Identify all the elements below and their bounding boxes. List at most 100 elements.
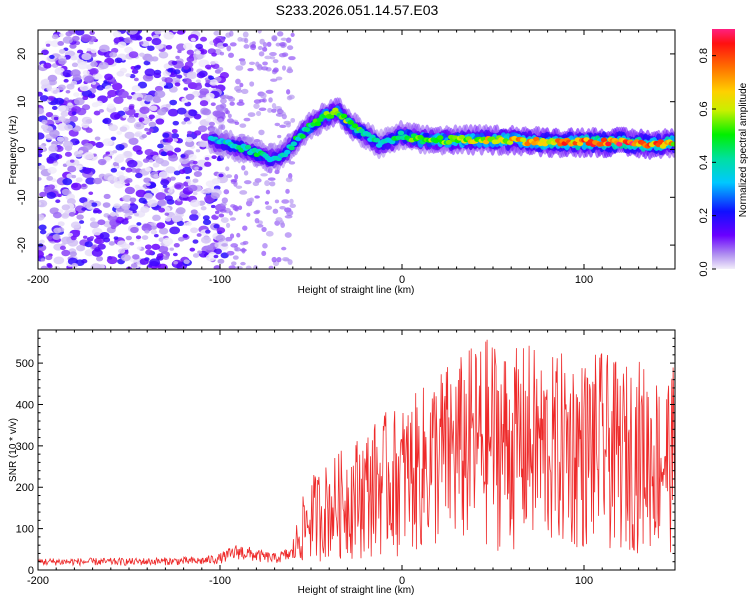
noise-blob: [277, 109, 285, 114]
colorbar-tick-label: 0.6: [698, 101, 710, 116]
noise-blob: [76, 107, 87, 116]
noise-blob: [176, 107, 187, 115]
noise-blob: [229, 217, 237, 221]
noise-blob: [182, 233, 189, 238]
noise-blob: [70, 55, 78, 61]
noise-blob: [123, 150, 132, 157]
noise-blob: [53, 116, 59, 121]
noise-blob: [82, 201, 92, 208]
noise-blob: [177, 49, 182, 54]
noise-blob: [38, 177, 42, 181]
noise-blob: [140, 40, 150, 47]
noise-blob: [280, 37, 288, 41]
noise-blob: [185, 93, 195, 101]
noise-blob: [110, 167, 118, 173]
noise-blob: [279, 124, 287, 129]
noise-blob: [38, 91, 43, 97]
noise-blob: [45, 43, 51, 47]
noise-blob: [52, 162, 58, 167]
noise-blob: [217, 66, 224, 72]
noise-blob: [131, 85, 141, 92]
ridge-cell: [373, 137, 381, 143]
noise-blob: [112, 149, 118, 154]
noise-blob: [121, 219, 129, 225]
noise-blob: [152, 214, 161, 222]
colorbar-tick-label: 0.0: [698, 261, 710, 276]
noise-blob: [256, 224, 264, 228]
noise-blob: [109, 211, 117, 217]
noise-blob: [238, 133, 246, 138]
noise-blob: [217, 118, 223, 123]
noise-blob: [99, 44, 110, 53]
noise-blob: [192, 160, 198, 165]
noise-blob: [219, 51, 225, 56]
noise-blob: [61, 236, 72, 245]
noise-blob: [61, 188, 71, 196]
noise-blob: [157, 143, 164, 149]
noise-blob: [51, 105, 58, 111]
noise-blob: [62, 36, 74, 44]
noise-blob: [234, 173, 239, 180]
noise-blob: [226, 174, 233, 179]
noise-blob: [229, 233, 235, 239]
noise-blob: [219, 103, 227, 109]
noise-blob: [185, 178, 192, 183]
noise-blob: [200, 206, 207, 211]
noise-blob: [104, 73, 114, 81]
noise-blob: [125, 235, 132, 241]
noise-blob: [285, 37, 292, 43]
noise-blob: [255, 209, 261, 214]
noise-blob: [47, 166, 57, 174]
noise-blob: [279, 42, 286, 47]
noise-blob: [126, 159, 138, 168]
noise-blob: [254, 195, 260, 199]
noise-blob: [281, 199, 290, 204]
noise-blob: [78, 150, 84, 154]
noise-blob: [186, 56, 195, 62]
noise-blob: [271, 256, 277, 263]
ridge-cell: [600, 137, 608, 143]
noise-blob: [260, 173, 268, 177]
noise-blob: [246, 212, 251, 217]
noise-blob: [243, 170, 249, 176]
noise-blob: [176, 220, 185, 226]
noise-blob: [83, 152, 95, 160]
noise-blob: [171, 60, 178, 65]
noise-blob: [71, 262, 78, 268]
noise-blob: [79, 84, 90, 92]
noise-blob: [57, 84, 66, 91]
noise-blob: [271, 103, 277, 109]
noise-blob: [186, 120, 192, 125]
noise-blob: [69, 251, 77, 257]
noise-blob: [271, 108, 277, 113]
noise-blob: [58, 33, 64, 37]
noise-blob: [102, 117, 112, 125]
noise-blob: [205, 64, 212, 70]
noise-blob: [240, 261, 246, 266]
noise-blob: [145, 36, 153, 42]
noise-blob: [265, 189, 271, 195]
noise-blob: [148, 128, 154, 133]
noise-blob: [38, 153, 43, 158]
noise-blob: [183, 65, 190, 70]
noise-blob: [232, 255, 239, 260]
ridge-cell: [290, 141, 298, 147]
noise-blob: [227, 113, 232, 119]
noise-blob: [84, 249, 95, 257]
noise-blob: [96, 256, 104, 262]
noise-blob: [107, 175, 118, 184]
noise-blob: [126, 95, 133, 100]
noise-blob: [124, 46, 134, 54]
noise-blob: [58, 105, 69, 113]
noise-blob: [249, 81, 255, 87]
noise-blob: [154, 114, 161, 120]
noise-blob: [144, 244, 152, 250]
noise-blob: [272, 69, 278, 73]
noise-blob: [122, 114, 128, 119]
noise-blob: [258, 51, 265, 57]
noise-blob: [199, 141, 208, 148]
noise-blob: [188, 184, 198, 192]
noise-blob: [138, 112, 147, 119]
noise-blob: [163, 144, 174, 153]
noise-blob: [274, 122, 281, 127]
